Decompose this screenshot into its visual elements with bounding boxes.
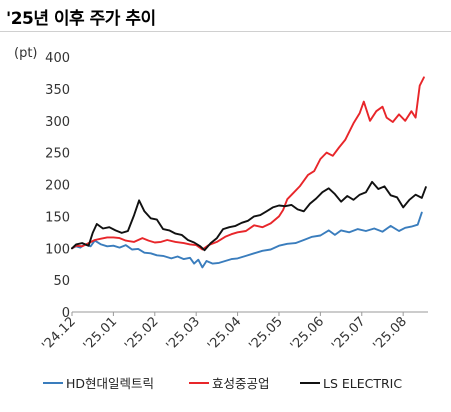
legend-label: HD현대일렉트릭 — [66, 376, 154, 391]
y-tick-label: 50 — [53, 274, 70, 289]
y-tick-label: 100 — [45, 242, 70, 257]
series-line-3 — [71, 180, 427, 252]
x-tick-label: '25.07 — [329, 314, 368, 353]
x-tick-label: '25.03 — [164, 314, 203, 353]
x-tick-label: '25.02 — [122, 314, 161, 353]
x-tick-label: '25.04 — [205, 314, 244, 353]
series-line-2 — [71, 76, 425, 251]
chart-axes: (pt) 0 50 100 150 200 250 300 350 400 '24.12'25.01… — [14, 46, 428, 354]
y-tick-label: 350 — [45, 83, 70, 98]
legend-label: 효성중공업 — [212, 376, 270, 391]
chart-title: '25년 이후 주가 추이 — [6, 9, 156, 29]
x-tick-label: '25.06 — [288, 314, 327, 353]
y-tick-label: 150 — [45, 210, 70, 225]
x-tick-label: '25.05 — [246, 314, 285, 353]
chart-legend: HD현대일렉트릭 효성중공업 LS ELECTRIC — [43, 376, 402, 391]
series-line-1 — [71, 211, 423, 269]
y-tick-label: 300 — [45, 115, 70, 130]
x-tick-label: '24.12 — [39, 314, 78, 353]
y-tick-label: 400 — [45, 51, 70, 66]
y-tick-label: 250 — [45, 147, 70, 162]
y-tick-label: 0 — [62, 306, 70, 321]
legend-label: LS ELECTRIC — [323, 376, 402, 391]
y-unit-label: (pt) — [14, 46, 38, 61]
y-tick-label: 200 — [45, 179, 70, 194]
title-divider — [0, 31, 451, 32]
x-tick-label: '25.08 — [371, 314, 410, 353]
x-tick-label: '25.01 — [81, 314, 120, 353]
chart-series-lines — [71, 76, 427, 269]
